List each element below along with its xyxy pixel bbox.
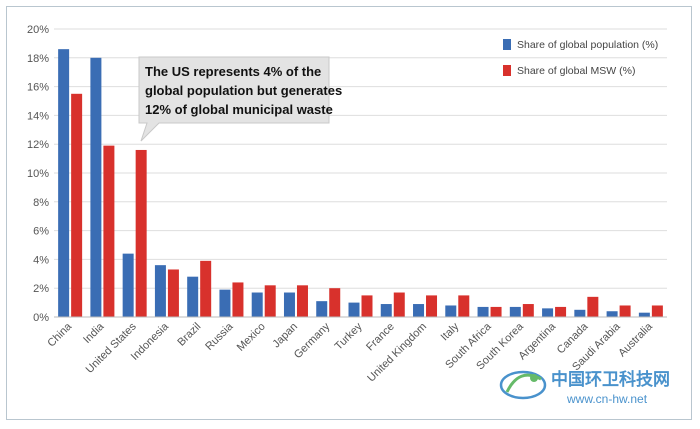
x-tick-label: China <box>45 320 74 349</box>
y-tick-label: 8% <box>33 197 49 209</box>
x-tick-label: Italy <box>439 320 462 343</box>
annotation-callout: The US represents 4% of the global popul… <box>138 56 342 142</box>
bar-population <box>574 309 586 317</box>
bar-population <box>542 308 554 317</box>
bar-msw <box>167 269 179 317</box>
bar-msw <box>587 296 599 317</box>
bar-population <box>90 57 102 318</box>
callout-line-3: 12% of global municipal waste <box>145 102 333 117</box>
bar-msw <box>135 149 147 317</box>
y-tick-label: 14% <box>27 110 49 122</box>
bar-population <box>509 306 521 317</box>
bar-population <box>122 253 134 317</box>
bar-population <box>413 304 425 317</box>
y-tick-label: 16% <box>27 82 49 94</box>
bar-population <box>348 302 360 317</box>
bar-msw <box>555 306 567 317</box>
bar-population <box>380 304 392 317</box>
bar-population <box>154 265 166 317</box>
x-tick-label: Japan <box>270 321 300 351</box>
bars <box>58 49 663 318</box>
bar-msw <box>200 260 212 317</box>
bar-msw <box>522 304 534 317</box>
bar-msw <box>619 305 631 317</box>
y-tick-label: 12% <box>27 139 49 151</box>
chart-frame: 0% 2% 4% 6% 8% 10% 12% 14% 16% 18% 20% China India U… <box>6 6 692 420</box>
bar-msw <box>458 295 470 317</box>
legend: Share of global population (%) Share of … <box>503 39 658 77</box>
watermark-logo <box>499 370 547 400</box>
x-tick-label: Mexico <box>235 321 268 354</box>
bar-msw <box>329 288 341 317</box>
y-tick-label: 0% <box>33 312 49 324</box>
x-tick-label: Russia <box>203 320 236 353</box>
y-tick-label: 20% <box>27 24 49 36</box>
bar-msw <box>651 305 663 317</box>
legend-label-msw: Share of global MSW (%) <box>517 65 635 77</box>
watermark-name: 中国环卫科技网 <box>551 369 670 390</box>
bar-population <box>58 49 70 317</box>
x-tick-label: United Kingdom <box>365 321 429 385</box>
bar-population <box>638 312 650 317</box>
x-tick-label: Turkey <box>333 320 365 352</box>
bar-population <box>187 276 199 317</box>
bar-msw <box>296 285 308 317</box>
bar-msw <box>264 285 276 317</box>
y-tick-label: 10% <box>27 168 49 180</box>
watermark: 中国环卫科技网 www.cn-hw.net <box>499 369 670 406</box>
watermark-url: www.cn-hw.net <box>566 392 648 406</box>
bar-msw <box>103 145 115 317</box>
bar-msw <box>426 295 438 317</box>
y-tick-label: 6% <box>33 226 49 238</box>
bar-population <box>251 292 263 317</box>
y-axis: 0% 2% 4% 6% 8% 10% 12% 14% 16% 18% 20% <box>27 24 49 324</box>
bar-msw <box>361 295 373 317</box>
bar-chart: 0% 2% 4% 6% 8% 10% 12% 14% 16% 18% 20% China India U… <box>27 24 670 406</box>
callout-line-2: global population but generates <box>145 83 342 98</box>
legend-swatch-population <box>503 39 511 50</box>
bar-population <box>445 305 457 317</box>
bar-msw <box>490 306 502 317</box>
x-tick-label: India <box>81 320 107 346</box>
bar-msw <box>393 292 405 317</box>
bar-population <box>316 301 328 317</box>
bar-population <box>606 311 618 317</box>
callout-line-1: The US represents 4% of the <box>145 64 321 79</box>
x-tick-label: Australia <box>616 320 655 359</box>
y-tick-label: 4% <box>33 254 49 266</box>
bar-population <box>477 306 489 317</box>
legend-label-population: Share of global population (%) <box>517 39 658 51</box>
x-tick-label: Brazil <box>175 321 203 349</box>
x-tick-label: Germany <box>292 320 333 361</box>
legend-swatch-msw <box>503 65 511 76</box>
bar-population <box>283 292 295 317</box>
bar-msw <box>71 93 83 317</box>
callout-box <box>138 56 330 142</box>
bar-population <box>219 289 231 317</box>
y-tick-label: 18% <box>27 53 49 65</box>
y-tick-label: 2% <box>33 283 49 295</box>
bar-msw <box>232 282 244 317</box>
